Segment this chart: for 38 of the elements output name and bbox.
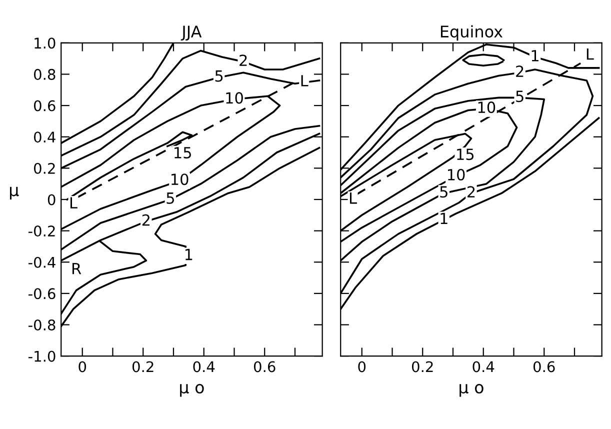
annotation: L <box>70 197 78 208</box>
y-tick-label: 0.6 <box>34 100 56 112</box>
annotation: L <box>586 48 594 60</box>
x-tick-label: 0.6 <box>533 361 555 372</box>
annotation: 10 <box>478 102 496 114</box>
annotation: R <box>72 263 82 274</box>
y-axis-title: μ <box>10 186 19 200</box>
annotation: 1 <box>440 212 448 224</box>
annotation: L <box>350 192 357 204</box>
chart-title: Equinox <box>440 25 503 41</box>
annotation: 15 <box>457 148 474 160</box>
x-tick-label: 0.2 <box>412 361 433 372</box>
annotation: 10 <box>448 168 465 180</box>
x-axis-title: μ o <box>460 384 484 397</box>
y-tick-label: -1.0 <box>28 350 56 362</box>
x-axis-title: μ o <box>180 384 204 397</box>
x-tick-label: 0.4 <box>472 361 494 372</box>
x-tick-label: 0.6 <box>254 361 276 372</box>
x-tick-label: 0 <box>358 361 366 372</box>
y-tick-label: -0.8 <box>28 319 56 330</box>
y-tick-label: -0.6 <box>28 288 56 300</box>
annotation: 10 <box>172 174 188 186</box>
y-tick-label: 0.4 <box>34 132 56 143</box>
y-tick-label: 0.2 <box>34 162 55 174</box>
annotation: 10 <box>226 92 243 104</box>
y-tick-label: -0.4 <box>28 256 56 268</box>
annotation: 5 <box>440 186 448 198</box>
y-tick-label: 0.8 <box>34 68 56 80</box>
annotation: L <box>301 75 308 86</box>
x-tick-label: 0 <box>78 361 86 372</box>
annotation: 1 <box>185 248 192 260</box>
y-tick-label: 1.0 <box>34 38 56 49</box>
chart-title: JJA <box>180 26 202 41</box>
x-tick-label: 0.2 <box>132 361 154 372</box>
x-tick-label: 0.4 <box>193 361 215 372</box>
y-tick-label: 0 <box>48 194 56 206</box>
y-tick-label: -0.2 <box>28 226 55 237</box>
annotation: 15 <box>174 147 191 159</box>
